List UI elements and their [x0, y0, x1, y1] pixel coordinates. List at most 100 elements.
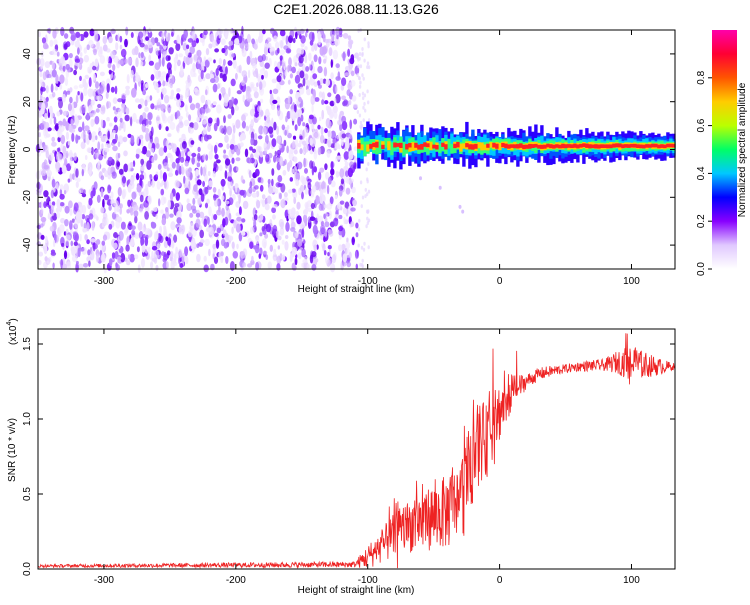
heatmap-noise-cell [285, 235, 289, 239]
heatmap-noise-cell [304, 73, 309, 81]
heatmap-noise-cell [196, 49, 202, 57]
heatmap-noise-cell [75, 31, 81, 38]
heatmap-noise-cell [336, 35, 339, 40]
heatmap-noise-cell [118, 168, 124, 175]
heatmap-noise-cell [361, 258, 364, 263]
heatmap-noise-cell [305, 31, 308, 38]
heatmap-noise-cell [162, 254, 169, 261]
heatmap-noise-cell [62, 263, 68, 270]
heatmap-noise-cell [235, 166, 239, 172]
heatmap-signal-cell [372, 142, 376, 148]
heatmap-noise-cell [210, 103, 213, 109]
heatmap-signal-cell [573, 143, 577, 148]
heatmap-noise-cell [108, 36, 113, 44]
heatmap-noise-cell [64, 205, 70, 214]
heatmap-noise-cell [95, 135, 98, 141]
heatmap-signal-cell [510, 144, 514, 148]
heatmap-noise-cell [68, 53, 73, 59]
heatmap-noise-cell [218, 142, 223, 148]
heatmap-noise-cell [158, 50, 162, 56]
heatmap-noise-cell [262, 250, 268, 255]
heatmap-noise-cell [73, 152, 77, 161]
heatmap-signal-cell [360, 144, 364, 151]
heatmap-noise-cell [173, 56, 178, 64]
heatmap-noise-cell [309, 39, 314, 46]
heatmap-signal-cell [528, 143, 532, 149]
heatmap-noise-cell [295, 179, 300, 187]
heatmap-noise-cell [213, 163, 219, 172]
heatmap-noise-cell [364, 194, 367, 199]
heatmap-noise-cell [196, 243, 200, 248]
heatmap-noise-cell [259, 68, 265, 75]
heatmap-noise-cell [220, 38, 226, 46]
heatmap-noise-cell [350, 79, 356, 87]
heatmap-noise-cell [316, 244, 319, 250]
heatmap-noise-cell [200, 193, 205, 202]
heatmap-noise-cell [216, 117, 220, 127]
heatmap-signal-cell [666, 143, 670, 148]
heatmap-signal-cell [426, 143, 430, 148]
heatmap-noise-cell [322, 243, 326, 252]
heatmap-noise-cell [85, 134, 89, 144]
heatmap-noise-cell [329, 196, 334, 205]
heatmap-noise-cell [225, 256, 229, 264]
heatmap-noise-cell [156, 42, 161, 47]
heatmap-noise-cell [188, 114, 192, 122]
heatmap-noise-cell [124, 114, 130, 122]
heatmap-noise-cell [263, 241, 267, 249]
heatmap-noise-cell [239, 142, 244, 148]
heatmap-noise-cell [321, 109, 325, 120]
heatmap-noise-cell [220, 251, 224, 257]
spectrogram-x-tick-label: 0 [497, 276, 503, 287]
snr-frame [37, 328, 676, 570]
heatmap-noise-cell [320, 220, 324, 227]
heatmap-noise-cell [87, 249, 91, 256]
heatmap-noise-cell [64, 158, 68, 167]
heatmap-noise-cell [73, 85, 79, 90]
heatmap-noise-cell [286, 145, 289, 154]
heatmap-noise-cell [65, 41, 71, 48]
heatmap-noise-cell [438, 185, 442, 190]
heatmap-noise-cell [210, 145, 214, 153]
heatmap-noise-cell [58, 98, 63, 109]
heatmap-noise-cell [167, 199, 171, 209]
heatmap-noise-cell [171, 31, 174, 37]
colorbar: 0.0 0.2 0.4 0.6 0.8 Normalized spectral ampl… [696, 30, 748, 276]
heatmap-noise-cell [351, 237, 356, 243]
spectrogram-x-ticks: -300 -200 -100 0 100 [94, 30, 640, 287]
heatmap-noise-cell [328, 210, 332, 220]
spectrogram-y-label: Frequency (Hz) [7, 116, 18, 185]
heatmap-signal-cell [450, 143, 454, 154]
heatmap-noise-cell [150, 103, 155, 110]
heatmap-noise-cell [297, 116, 302, 127]
heatmap-noise-cell [258, 253, 262, 259]
heatmap-noise-cell [330, 168, 335, 176]
heatmap-noise-cell [154, 62, 161, 71]
heatmap-noise-cell [205, 154, 209, 161]
heatmap-noise-cell [161, 31, 164, 40]
heatmap-noise-cell [145, 36, 150, 41]
heatmap-noise-cell [38, 132, 41, 138]
heatmap-noise-cell [51, 141, 57, 147]
heatmap-noise-cell [83, 222, 87, 230]
heatmap-noise-cell [360, 245, 364, 250]
heatmap-signal-cell [393, 142, 397, 148]
heatmap-noise-cell [168, 47, 174, 55]
heatmap-noise-cell [108, 258, 113, 266]
heatmap-signal-cell [612, 143, 616, 148]
heatmap-noise-cell [294, 103, 297, 113]
heatmap-noise-cell [106, 83, 110, 93]
heatmap-noise-cell [141, 150, 147, 155]
heatmap-noise-cell [257, 105, 262, 113]
heatmap-noise-cell [301, 262, 304, 268]
heatmap-signal-cell [411, 142, 415, 151]
heatmap-noise-cell [238, 194, 241, 204]
heatmap-signal-cell [378, 140, 382, 154]
heatmap-noise-cell [185, 55, 191, 66]
heatmap-noise-cell [113, 116, 118, 123]
heatmap-signal-cell [450, 133, 454, 151]
heatmap-noise-cell [258, 125, 264, 135]
heatmap-noise-cell [330, 72, 334, 80]
heatmap-noise-cell [63, 190, 67, 195]
heatmap-noise-cell [60, 217, 66, 224]
